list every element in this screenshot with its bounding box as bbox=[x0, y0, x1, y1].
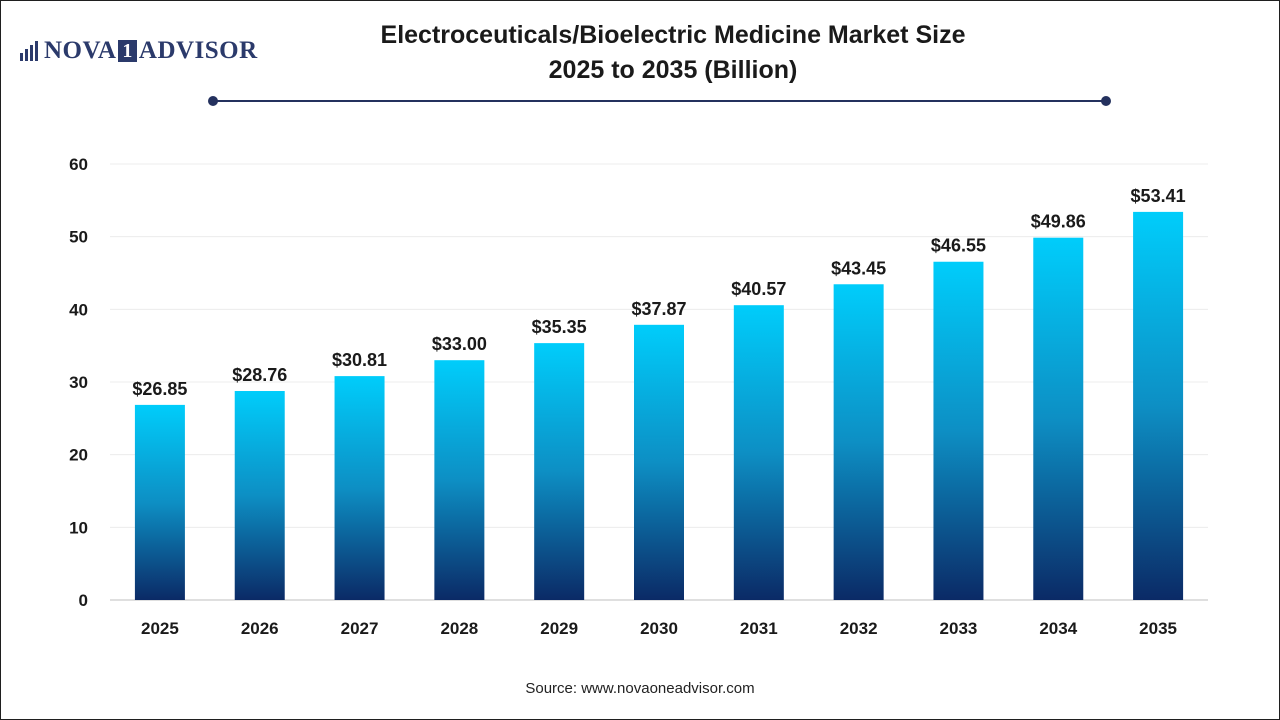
bar-value-label: $43.45 bbox=[831, 258, 886, 278]
logo: NOVA 1 ADVISOR bbox=[20, 36, 258, 66]
title-divider-left-dot bbox=[208, 96, 218, 106]
x-tick-label: 2032 bbox=[840, 619, 878, 638]
bar bbox=[434, 360, 485, 600]
x-tick-label: 2029 bbox=[540, 619, 578, 638]
logo-text: NOVA 1 ADVISOR bbox=[44, 37, 258, 65]
title-divider-right-dot bbox=[1101, 96, 1111, 106]
bar bbox=[334, 376, 385, 600]
bar-value-label: $49.86 bbox=[1031, 212, 1086, 232]
x-tick-label: 2033 bbox=[940, 619, 978, 638]
chart-title-line1: Electroceuticals/Bioelectric Medicine Ma… bbox=[380, 21, 966, 49]
y-tick-label: 10 bbox=[69, 518, 88, 537]
bar bbox=[234, 391, 285, 600]
source-note: Source: www.novaoneadvisor.com bbox=[525, 680, 755, 697]
bar bbox=[1033, 237, 1084, 600]
chart-title-line2: 2025 to 2035 (Billion) bbox=[548, 56, 798, 84]
bar-value-label: $37.87 bbox=[631, 299, 686, 319]
bar-value-label: $46.55 bbox=[931, 236, 986, 256]
bar bbox=[134, 404, 185, 600]
bar-value-label: $30.81 bbox=[332, 350, 387, 370]
x-tick-label: 2027 bbox=[341, 619, 379, 638]
bar-value-label: $33.00 bbox=[432, 334, 487, 354]
logo-text-part3: ADVISOR bbox=[138, 37, 258, 64]
y-tick-label: 60 bbox=[69, 155, 88, 174]
x-tick-label: 2034 bbox=[1039, 619, 1077, 638]
x-tick-label: 2031 bbox=[740, 619, 778, 638]
y-tick-label: 0 bbox=[79, 591, 88, 610]
bar-value-label: $53.41 bbox=[1131, 186, 1186, 206]
bar-value-label: $40.57 bbox=[731, 279, 786, 299]
bar bbox=[833, 284, 884, 600]
bar bbox=[534, 343, 585, 600]
y-tick-label: 40 bbox=[69, 300, 88, 319]
x-tick-label: 2030 bbox=[640, 619, 678, 638]
y-tick-label: 50 bbox=[69, 228, 88, 247]
bar bbox=[634, 324, 684, 600]
bar-value-label: $28.76 bbox=[232, 365, 287, 385]
chart-title: Electroceuticals/Bioelectric Medicine Ma… bbox=[300, 18, 1046, 88]
bar bbox=[1133, 211, 1184, 600]
bar-value-label: $26.85 bbox=[132, 379, 187, 399]
logo-text-box: 1 bbox=[118, 40, 137, 62]
bar-value-label: $35.35 bbox=[532, 317, 587, 337]
logo-text-part1: NOVA bbox=[44, 37, 117, 64]
bar bbox=[933, 261, 984, 600]
x-tick-label: 2025 bbox=[141, 619, 179, 638]
bar bbox=[733, 305, 784, 600]
y-tick-label: 20 bbox=[69, 446, 88, 465]
x-tick-label: 2026 bbox=[241, 619, 279, 638]
x-tick-label: 2035 bbox=[1139, 619, 1177, 638]
title-divider bbox=[213, 100, 1106, 102]
y-tick-label: 30 bbox=[69, 373, 88, 392]
x-tick-label: 2028 bbox=[440, 619, 478, 638]
logo-bars-icon bbox=[20, 41, 40, 61]
